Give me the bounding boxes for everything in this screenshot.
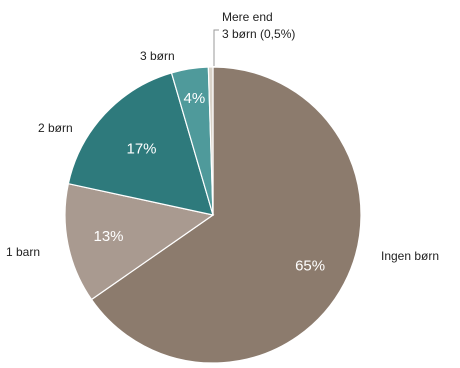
slice-value-label-1: 13%: [93, 228, 123, 245]
slice-category-label-2: 2 børn: [38, 121, 73, 135]
pie-slices: [64, 66, 362, 364]
pie-slice-4: [207, 66, 214, 216]
slice-category-label-0: Ingen børn: [381, 249, 439, 263]
slice-category-label-3: 3 børn: [140, 49, 175, 63]
slice-category-label-4: Mere end 3 børn (0,5%): [222, 10, 295, 41]
pie-slice-2: [67, 72, 214, 216]
slice-value-label-0: 65%: [295, 258, 325, 275]
pie-slice-0: [90, 66, 362, 364]
slice-category-label-1: 1 barn: [6, 245, 40, 259]
slice-value-label-3: 4%: [184, 90, 206, 107]
pie-slice-1: [64, 182, 215, 301]
slice-value-label-2: 17%: [126, 140, 156, 157]
pie-labels: 65% Ingen børn 13% 1 barn 17% 2 børn 4% 3 børn M…: [6, 10, 439, 275]
leader-line: [213, 29, 219, 66]
